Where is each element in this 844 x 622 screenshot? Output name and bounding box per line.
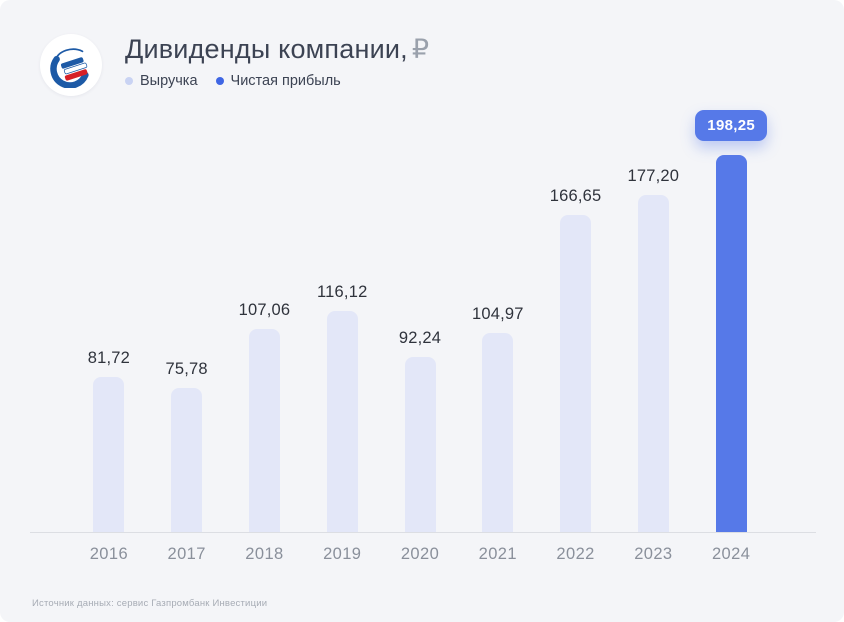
x-axis-label-2023: 2023 — [634, 545, 673, 563]
x-axis-label-2022: 2022 — [556, 545, 595, 563]
bar-value-label: 116,12 — [317, 283, 368, 301]
legend-item-net-profit: Чистая прибыль — [215, 73, 341, 89]
highlight-value-badge: 198,25 — [695, 110, 767, 141]
bar-revenue — [560, 215, 592, 532]
bar-value-label: 166,65 — [549, 187, 602, 205]
bar-column-2018: 107,06 — [226, 301, 304, 532]
bar-chart-plot: 81,72 75,78 107,06 116,12 92,24 104,97 166,65 1… — [30, 100, 816, 533]
bar-value-label: 75,78 — [165, 360, 208, 378]
x-axis-label-2016: 2016 — [89, 545, 129, 563]
currency-symbol: ₽ — [411, 34, 430, 64]
page-title: Дивиденды компании, ₽ — [125, 34, 429, 64]
bar-column-2016: 81,72 — [70, 349, 148, 532]
revenue-dot-icon — [125, 77, 133, 85]
title-block: Дивиденды компании, ₽ Выручка Чистая приб… — [125, 34, 429, 89]
x-axis-label-2019: 2019 — [323, 545, 362, 563]
x-axis-label-2017: 2017 — [167, 545, 206, 563]
chart-legend: Выручка Чистая прибыль — [125, 73, 429, 89]
bar-net-profit — [715, 155, 747, 532]
bar-revenue — [171, 388, 203, 532]
bars-row: 81,72 75,78 107,06 116,12 92,24 104,97 166,65 1… — [30, 100, 816, 532]
bar-value-label: 177,20 — [627, 167, 680, 185]
bar-column-2021: 104,97 — [459, 305, 537, 532]
x-axis-label-2024: 2024 — [711, 545, 751, 563]
bar-column-2022: 166,65 — [537, 187, 615, 532]
bar-revenue — [248, 329, 280, 532]
page-title-text: Дивиденды компании, — [125, 34, 408, 64]
bar-revenue — [482, 333, 514, 532]
bar-column-2017: 75,78 — [148, 360, 226, 532]
company-logo — [40, 34, 102, 96]
bar-value-label: 81,72 — [87, 349, 131, 367]
legend-label-net-profit: Чистая прибыль — [230, 73, 341, 89]
net-profit-dot-icon — [215, 77, 224, 85]
x-axis-label-2021: 2021 — [478, 545, 517, 563]
bar-column-2020: 92,24 — [381, 329, 459, 532]
bar-value-label: 92,24 — [398, 329, 442, 347]
header: Дивиденды компании, ₽ Выручка Чистая приб… — [40, 34, 429, 96]
bar-revenue — [637, 195, 669, 532]
legend-label-revenue: Выручка — [140, 73, 198, 89]
bar-revenue — [93, 377, 125, 532]
aircraft-logo-icon — [50, 48, 89, 88]
bar-revenue — [326, 311, 358, 532]
x-axis: 2016 2017 2018 2019 2020 2021 2022 2023 2024 — [30, 545, 816, 564]
data-source-note: Источник данных: сервис Газпромбанк Инве… — [32, 598, 268, 609]
bar-column-2024: 198,25 — [692, 110, 770, 532]
bar-revenue — [404, 357, 436, 532]
x-axis-label-2018: 2018 — [245, 545, 284, 563]
bar-value-label: 107,06 — [238, 301, 291, 319]
bar-value-label: 104,97 — [471, 305, 524, 323]
bar-column-2019: 116,12 — [303, 283, 381, 532]
legend-item-revenue: Выручка — [125, 73, 198, 89]
x-axis-label-2020: 2020 — [400, 545, 440, 563]
bar-column-2023: 177,20 — [614, 167, 692, 532]
